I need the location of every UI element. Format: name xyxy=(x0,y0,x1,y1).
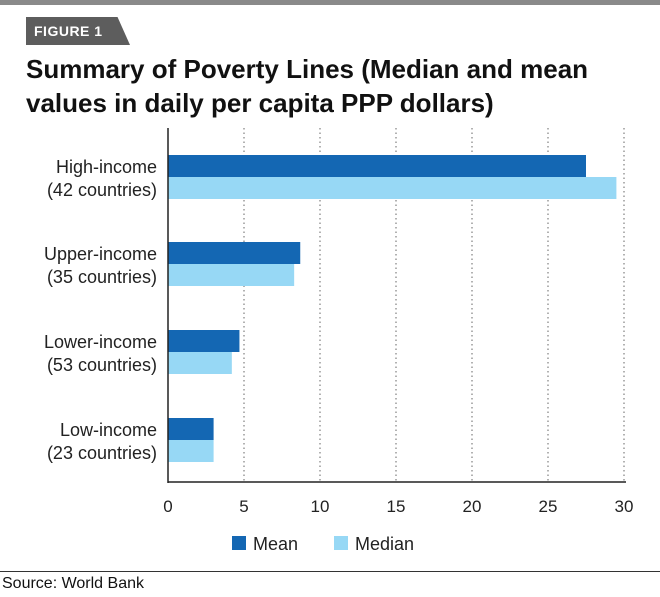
bar-median xyxy=(168,264,295,286)
bar-chart: 0 5 10 15 20 25 30 High-income (42 countries) Upp… xyxy=(44,128,634,554)
x-tick-label: 30 xyxy=(615,497,634,516)
bar-median xyxy=(168,352,232,374)
bar-mean xyxy=(168,330,240,352)
bar-mean xyxy=(168,242,301,264)
bar-mean xyxy=(168,155,586,177)
category-label: Upper-income xyxy=(44,244,157,264)
figure-tag: FIGURE 1 xyxy=(26,17,130,45)
chart-title: Summary of Poverty Lines (Median and mea… xyxy=(26,54,589,118)
bar-mean xyxy=(168,418,214,440)
x-tick-label: 10 xyxy=(311,497,330,516)
source-note: Source: World Bank xyxy=(2,575,144,592)
legend-swatch xyxy=(232,536,246,550)
x-tick-label: 5 xyxy=(239,497,248,516)
category-label: Lower-income xyxy=(44,332,157,352)
legend-swatch xyxy=(334,536,348,550)
category-sublabel: (23 countries) xyxy=(47,443,157,463)
x-tick-label: 15 xyxy=(387,497,406,516)
bottom-rule xyxy=(0,571,660,572)
x-tick-label: 20 xyxy=(463,497,482,516)
bar-median xyxy=(168,440,214,462)
legend-label: Mean xyxy=(253,534,298,554)
category-sublabel: (53 countries) xyxy=(47,355,157,375)
category-sublabel: (42 countries) xyxy=(47,180,157,200)
x-tick-label: 25 xyxy=(539,497,558,516)
category-label: Low-income xyxy=(60,420,157,440)
bar-median xyxy=(168,177,617,199)
category-label: High-income xyxy=(56,157,157,177)
x-tick-label: 0 xyxy=(163,497,172,516)
category-sublabel: (35 countries) xyxy=(47,267,157,287)
legend-label: Median xyxy=(355,534,414,554)
top-rule xyxy=(0,0,660,5)
